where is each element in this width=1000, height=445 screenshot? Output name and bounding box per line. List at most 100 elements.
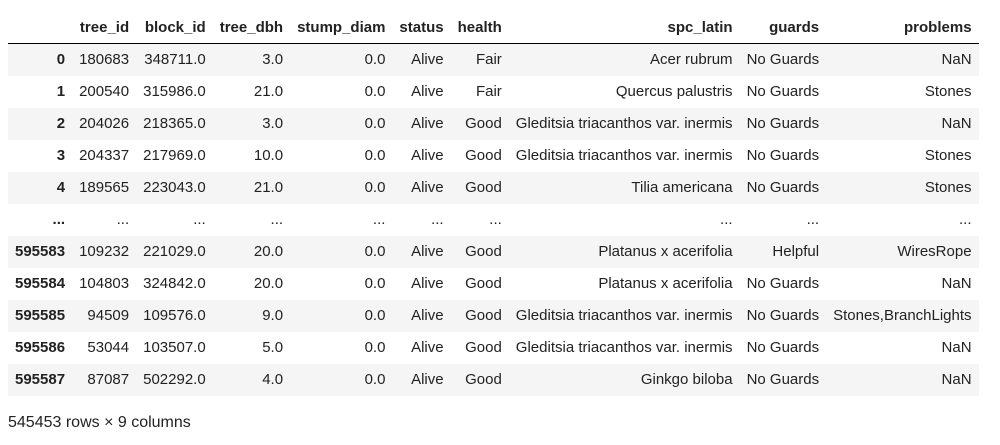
cell-status: Alive [411,371,444,388]
cell-tree-id: 104803 [79,275,130,292]
header-row: tree_id block_id tree_dbh stump_diam status h… [8,12,979,44]
cell-problems: ... [959,211,972,228]
cell-block-id: ... [193,211,206,228]
row-index: 595585 [15,307,66,324]
cell-status: ... [431,211,444,228]
cell-health: Fair [475,51,502,69]
cell-tree-id: 109232 [79,243,130,260]
row-index: 0 [56,51,66,69]
cell-problems: Stones [924,179,972,196]
cell-tree-dbh: 10.0 [253,147,284,164]
row-index: 595586 [15,339,66,356]
table-row: .............................. [8,204,979,236]
cell-health: Fair [475,83,502,100]
cell-health: Good [465,243,502,260]
row-index: 595587 [15,371,66,388]
column-header-stump-diam: stump_diam [290,12,393,44]
column-header-tree-id: tree_id [72,12,137,44]
cell-guards: No Guards [746,147,820,164]
cell-stump-diam: 0.0 [364,307,386,324]
cell-guards: No Guards [746,307,820,324]
cell-status: Alive [411,83,444,100]
cell-spc-latin: Platanus x acerifolia [598,275,733,292]
cell-tree-dbh: 5.0 [262,339,284,356]
cell-stump-diam: 0.0 [364,51,386,69]
cell-health: Good [465,275,502,292]
cell-spc-latin: ... [720,211,733,228]
cell-problems: Stones [924,147,972,164]
table-shape-summary: 545453 rows × 9 columns [8,414,191,431]
table-header: tree_id block_id tree_dbh stump_diam status h… [8,12,979,44]
cell-tree-dbh: 3.0 [262,115,284,132]
column-header-status: status [392,12,451,44]
table-row: 595584 104803 324842.0 20.0 0.0 Alive Good Plat… [8,268,979,300]
dataframe-table: tree_id block_id tree_dbh stump_diam status h… [8,12,979,396]
cell-tree-id: 94509 [87,307,130,324]
cell-tree-id: 189565 [79,179,130,196]
row-index: 4 [56,179,66,196]
cell-stump-diam: 0.0 [364,371,386,388]
cell-guards: Helpful [772,243,820,260]
cell-guards: ... [806,211,820,228]
cell-spc-latin: Gleditsia triacanthos var. inermis [515,147,733,164]
cell-spc-latin: Tilia americana [631,179,733,196]
table-row: 595583 109232 221029.0 20.0 0.0 Alive Good Plat… [8,235,979,268]
cell-health: Good [465,179,502,196]
cell-spc-latin: Platanus x acerifolia [598,243,733,260]
table-row: 2 204026 218365.0 3.0 0.0 Alive Good Gleditsia … [8,107,979,140]
cell-block-id: 502292.0 [143,371,206,388]
cell-status: Alive [411,147,444,164]
cell-tree-id: 200540 [79,83,130,100]
cell-status: Alive [411,115,444,132]
cell-health: Good [465,115,502,132]
column-header-problems: problems [826,12,979,44]
cell-problems: NaN [941,51,972,69]
cell-stump-diam: 0.0 [364,179,386,196]
table-row: 4 189565 223043.0 21.0 0.0 Alive Good Tilia ame… [8,171,979,204]
row-index: 3 [56,147,66,164]
cell-stump-diam: 0.0 [364,115,386,132]
table-row: 595587 87087 502292.0 4.0 0.0 Alive Good Ginkgo… [8,363,979,396]
table-row: 3 204337 217969.0 10.0 0.0 Alive Good Gleditsia… [8,140,979,172]
table-row: 595586 53044 103507.0 5.0 0.0 Alive Good Gledit… [8,332,979,364]
cell-block-id: 218365.0 [143,115,206,132]
cell-stump-diam: 0.0 [364,275,386,292]
cell-block-id: 221029.0 [143,243,206,260]
dataframe-output: tree_id block_id tree_dbh stump_diam status h… [8,12,979,396]
cell-stump-diam: 0.0 [364,243,386,260]
table-row: 0 180683 348711.0 3.0 0.0 Alive Fair Acer rubru… [8,43,979,76]
index-column-header [8,12,73,44]
cell-stump-diam: ... [372,211,386,228]
cell-tree-dbh: ... [270,211,284,228]
cell-status: Alive [411,307,444,324]
cell-problems: NaN [941,275,972,292]
cell-block-id: 324842.0 [143,275,206,292]
cell-block-id: 348711.0 [144,51,206,69]
cell-tree-id: 180683 [79,51,130,69]
cell-tree-id: ... [116,211,130,228]
cell-guards: No Guards [746,275,820,292]
cell-guards: No Guards [746,51,820,69]
cell-tree-id: 204026 [79,115,130,132]
cell-spc-latin: Quercus palustris [615,83,733,100]
cell-guards: No Guards [746,115,820,132]
cell-health: Good [465,147,502,164]
row-index: ... [52,211,66,228]
column-header-health: health [450,12,509,44]
cell-status: Alive [411,179,444,196]
cell-stump-diam: 0.0 [364,83,386,100]
cell-problems: WiresRope [897,243,972,260]
column-header-tree-dbh: tree_dbh [212,12,291,44]
column-header-block-id: block_id [136,12,213,44]
cell-stump-diam: 0.0 [364,147,386,164]
row-index: 595584 [15,275,66,292]
column-header-guards: guards [739,12,827,44]
cell-block-id: 315986.0 [143,83,206,100]
cell-tree-dbh: 20.0 [253,275,284,292]
cell-stump-diam: 0.0 [364,339,386,356]
cell-tree-id: 87087 [87,371,130,388]
cell-spc-latin: Gleditsia triacanthos var. inermis [515,339,733,356]
cell-tree-dbh: 20.0 [253,243,284,260]
row-index: 1 [56,83,66,100]
cell-block-id: 223043.0 [143,179,206,196]
